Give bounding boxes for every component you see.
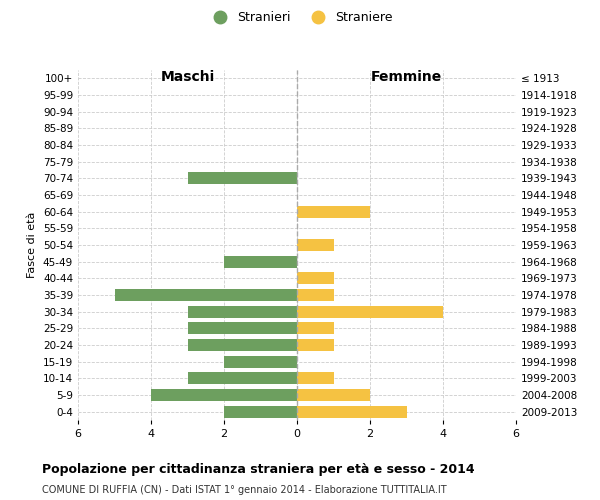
Bar	[187, 372, 297, 384]
Bar	[297, 206, 370, 218]
Bar	[297, 272, 334, 284]
Bar	[224, 406, 297, 417]
Bar	[187, 306, 297, 318]
Bar	[187, 322, 297, 334]
Bar	[187, 339, 297, 351]
Bar	[297, 372, 334, 384]
Bar	[297, 306, 443, 318]
Bar	[187, 172, 297, 184]
Bar	[224, 356, 297, 368]
Text: Maschi: Maschi	[160, 70, 215, 84]
Text: COMUNE DI RUFFIA (CN) - Dati ISTAT 1° gennaio 2014 - Elaborazione TUTTITALIA.IT: COMUNE DI RUFFIA (CN) - Dati ISTAT 1° ge…	[42, 485, 446, 495]
Bar	[151, 389, 297, 401]
Bar	[297, 289, 334, 301]
Bar	[224, 256, 297, 268]
Bar	[297, 389, 370, 401]
Legend: Stranieri, Straniere: Stranieri, Straniere	[202, 6, 398, 29]
Bar	[297, 322, 334, 334]
Bar	[297, 239, 334, 251]
Y-axis label: Fasce di età: Fasce di età	[28, 212, 37, 278]
Bar	[297, 406, 407, 417]
Bar	[297, 339, 334, 351]
Text: Femmine: Femmine	[371, 70, 442, 84]
Text: Popolazione per cittadinanza straniera per età e sesso - 2014: Popolazione per cittadinanza straniera p…	[42, 462, 475, 475]
Y-axis label: Anni di nascita: Anni di nascita	[597, 204, 600, 286]
Bar	[115, 289, 297, 301]
